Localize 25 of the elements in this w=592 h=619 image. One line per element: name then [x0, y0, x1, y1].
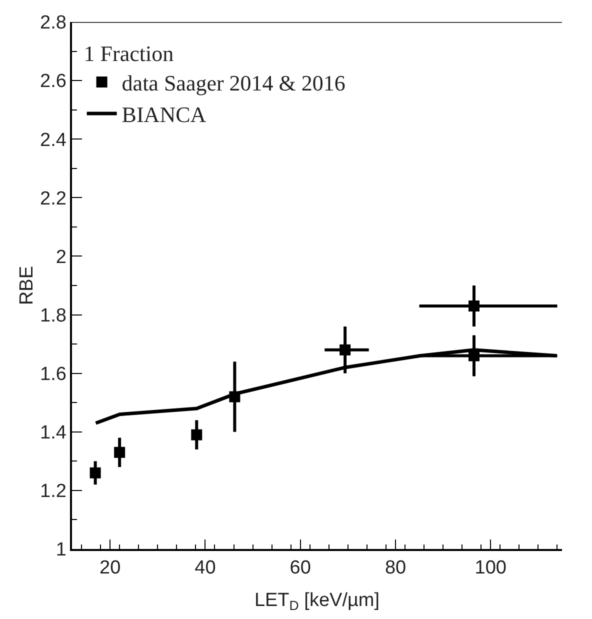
x-tick-label: 60 — [290, 558, 311, 579]
x-tick-label: 40 — [194, 558, 216, 579]
point — [468, 300, 480, 312]
y-tick-label: 1.2 — [40, 481, 66, 502]
legend-label: data Saager 2014 & 2016 — [122, 70, 346, 96]
legend-title: 1 Fraction — [84, 41, 174, 66]
x-tick-label: 100 — [474, 558, 506, 579]
x-tick-label: 20 — [99, 558, 121, 579]
y-tick-label: 2.8 — [40, 12, 66, 34]
point — [191, 429, 202, 440]
point — [90, 467, 101, 478]
point — [340, 344, 351, 356]
y-axis-title: RBE — [16, 266, 38, 306]
y-tick-label: 2.6 — [40, 71, 66, 92]
legend-label: BIANCA — [122, 102, 206, 128]
point — [114, 446, 126, 458]
y-tick-label: 1.8 — [40, 305, 66, 326]
y-tick-label: 1.6 — [40, 364, 66, 385]
y-tick-label: 2.2 — [40, 188, 66, 210]
y-tick-label: 1.4 — [40, 422, 67, 444]
x-tick-label: 80 — [384, 558, 406, 579]
y-tick-label: 2.4 — [40, 130, 67, 151]
y-tick-label: 2 — [56, 246, 66, 268]
x-axis-title: LET$_{D}$ [keV/µm] — [254, 590, 380, 613]
y-tick-label: 1 — [56, 540, 66, 561]
